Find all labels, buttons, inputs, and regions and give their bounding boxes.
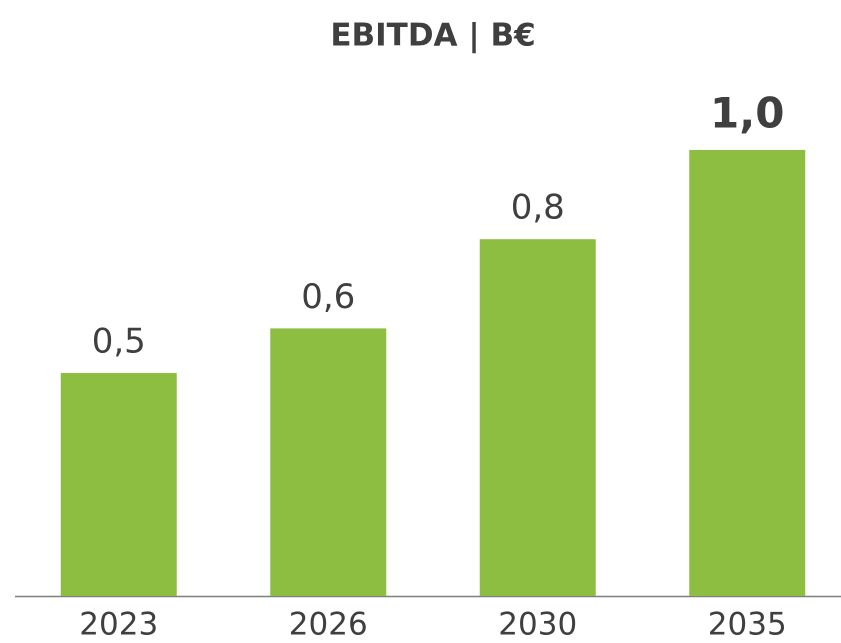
x-tick-label: 2030 — [498, 607, 577, 643]
x-tick-label: 2023 — [79, 607, 158, 643]
bar — [479, 239, 596, 596]
bar — [270, 328, 387, 596]
value-label: 0,5 — [92, 322, 146, 362]
value-label: 0,6 — [301, 277, 355, 317]
x-tick-label: 2035 — [708, 607, 787, 643]
bar — [689, 150, 806, 596]
value-label: 1,0 — [710, 89, 784, 138]
value-label: 0,8 — [511, 188, 565, 228]
bar — [60, 373, 177, 596]
chart-title: EBITDA | B€ — [330, 18, 535, 54]
x-tick-label: 2026 — [289, 607, 368, 643]
